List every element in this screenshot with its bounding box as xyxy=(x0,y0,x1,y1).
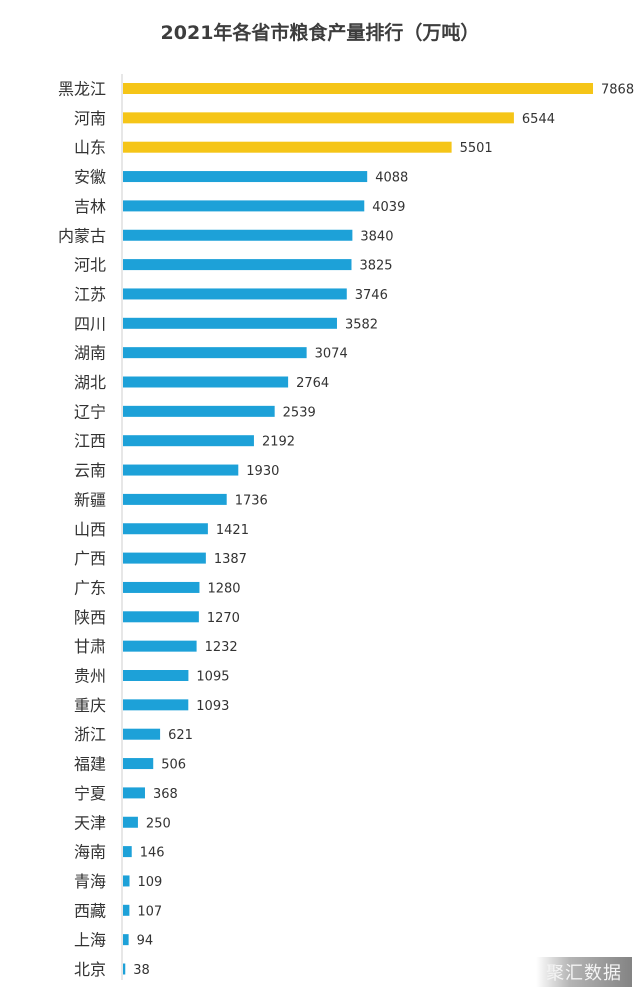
bar xyxy=(123,464,239,476)
bar xyxy=(123,376,289,388)
bar xyxy=(123,758,154,770)
bar xyxy=(123,435,254,447)
category-label: 湖南 xyxy=(74,344,106,363)
category-label: 天津 xyxy=(74,813,106,832)
category-label: 陕西 xyxy=(74,608,106,627)
category-label: 重庆 xyxy=(74,696,106,715)
category-label: 贵州 xyxy=(74,667,106,686)
category-label: 辽宁 xyxy=(74,402,106,421)
bar xyxy=(123,200,365,212)
bar xyxy=(123,728,161,740)
category-label: 江苏 xyxy=(74,285,106,304)
bar xyxy=(123,875,130,887)
bar xyxy=(123,963,126,975)
bar xyxy=(123,611,199,623)
category-label: 福建 xyxy=(74,755,106,774)
category-label: 西藏 xyxy=(74,901,106,920)
bar xyxy=(123,405,275,417)
category-label: 北京 xyxy=(74,960,106,979)
category-label: 湖北 xyxy=(74,373,106,392)
value-label: 5501 xyxy=(460,141,493,156)
category-label: 山西 xyxy=(74,520,106,539)
value-label: 2192 xyxy=(262,435,295,450)
category-label: 宁夏 xyxy=(74,784,106,803)
category-label: 广西 xyxy=(74,549,106,568)
category-label: 吉林 xyxy=(74,197,106,216)
bar xyxy=(123,288,347,300)
bar xyxy=(123,934,129,946)
bar xyxy=(123,846,132,858)
bar xyxy=(123,229,353,241)
category-label: 广东 xyxy=(74,578,106,597)
bar xyxy=(123,141,452,153)
value-label: 3746 xyxy=(355,288,388,303)
value-label: 38 xyxy=(133,963,150,978)
category-label: 内蒙古 xyxy=(58,226,106,245)
bar xyxy=(123,259,352,271)
value-label: 7868 xyxy=(601,83,634,98)
bar xyxy=(123,640,197,652)
category-label: 河北 xyxy=(74,256,106,275)
value-label: 506 xyxy=(161,758,186,773)
category-label: 海南 xyxy=(74,843,106,862)
value-label: 3582 xyxy=(345,317,378,332)
value-label: 3840 xyxy=(360,229,393,244)
bar xyxy=(123,83,593,94)
value-label: 1095 xyxy=(196,670,229,685)
category-label: 新疆 xyxy=(74,490,106,509)
bar xyxy=(123,816,138,828)
value-label: 107 xyxy=(137,904,162,919)
bar xyxy=(123,581,200,593)
category-label: 山东 xyxy=(74,138,106,157)
bar xyxy=(123,112,514,124)
value-label: 1270 xyxy=(207,611,240,626)
category-label: 浙江 xyxy=(74,725,106,744)
value-label: 94 xyxy=(137,934,154,949)
bar xyxy=(123,493,227,505)
value-label: 3074 xyxy=(315,347,348,362)
bar xyxy=(123,670,189,681)
category-label: 河南 xyxy=(74,109,106,128)
value-label: 2764 xyxy=(296,376,329,391)
value-label: 1280 xyxy=(207,581,240,596)
value-label: 1421 xyxy=(216,523,249,538)
value-label: 1232 xyxy=(205,640,238,655)
value-label: 250 xyxy=(146,816,171,831)
category-label: 上海 xyxy=(74,931,106,950)
value-label: 1736 xyxy=(235,493,268,508)
value-label: 1387 xyxy=(214,552,247,567)
value-label: 4088 xyxy=(375,171,408,186)
category-label: 四川 xyxy=(74,314,106,333)
value-label: 6544 xyxy=(522,112,555,127)
value-label: 2539 xyxy=(283,405,316,420)
value-label: 3825 xyxy=(359,259,392,274)
bar xyxy=(123,171,368,183)
category-label: 江西 xyxy=(74,432,106,451)
category-label: 黑龙江 xyxy=(58,80,106,99)
category-label: 云南 xyxy=(74,461,106,480)
value-label: 109 xyxy=(138,875,163,890)
value-label: 1093 xyxy=(196,699,229,714)
category-label: 青海 xyxy=(74,872,106,891)
bar xyxy=(123,523,208,535)
bar xyxy=(123,552,206,564)
chart-title: 2021年各省市粮食产量排行（万吨） xyxy=(160,22,480,44)
bar xyxy=(123,787,145,799)
value-label: 4039 xyxy=(372,200,405,215)
value-label: 146 xyxy=(140,846,165,861)
bar xyxy=(123,317,337,329)
value-label: 621 xyxy=(168,728,193,743)
watermark: 聚汇数据 xyxy=(536,957,632,987)
value-label: 368 xyxy=(153,787,178,802)
value-label: 1930 xyxy=(246,464,279,479)
category-label: 甘肃 xyxy=(74,637,106,656)
bar xyxy=(123,347,307,359)
category-label: 安徽 xyxy=(74,168,106,187)
bar xyxy=(123,904,130,916)
bar xyxy=(123,699,189,711)
